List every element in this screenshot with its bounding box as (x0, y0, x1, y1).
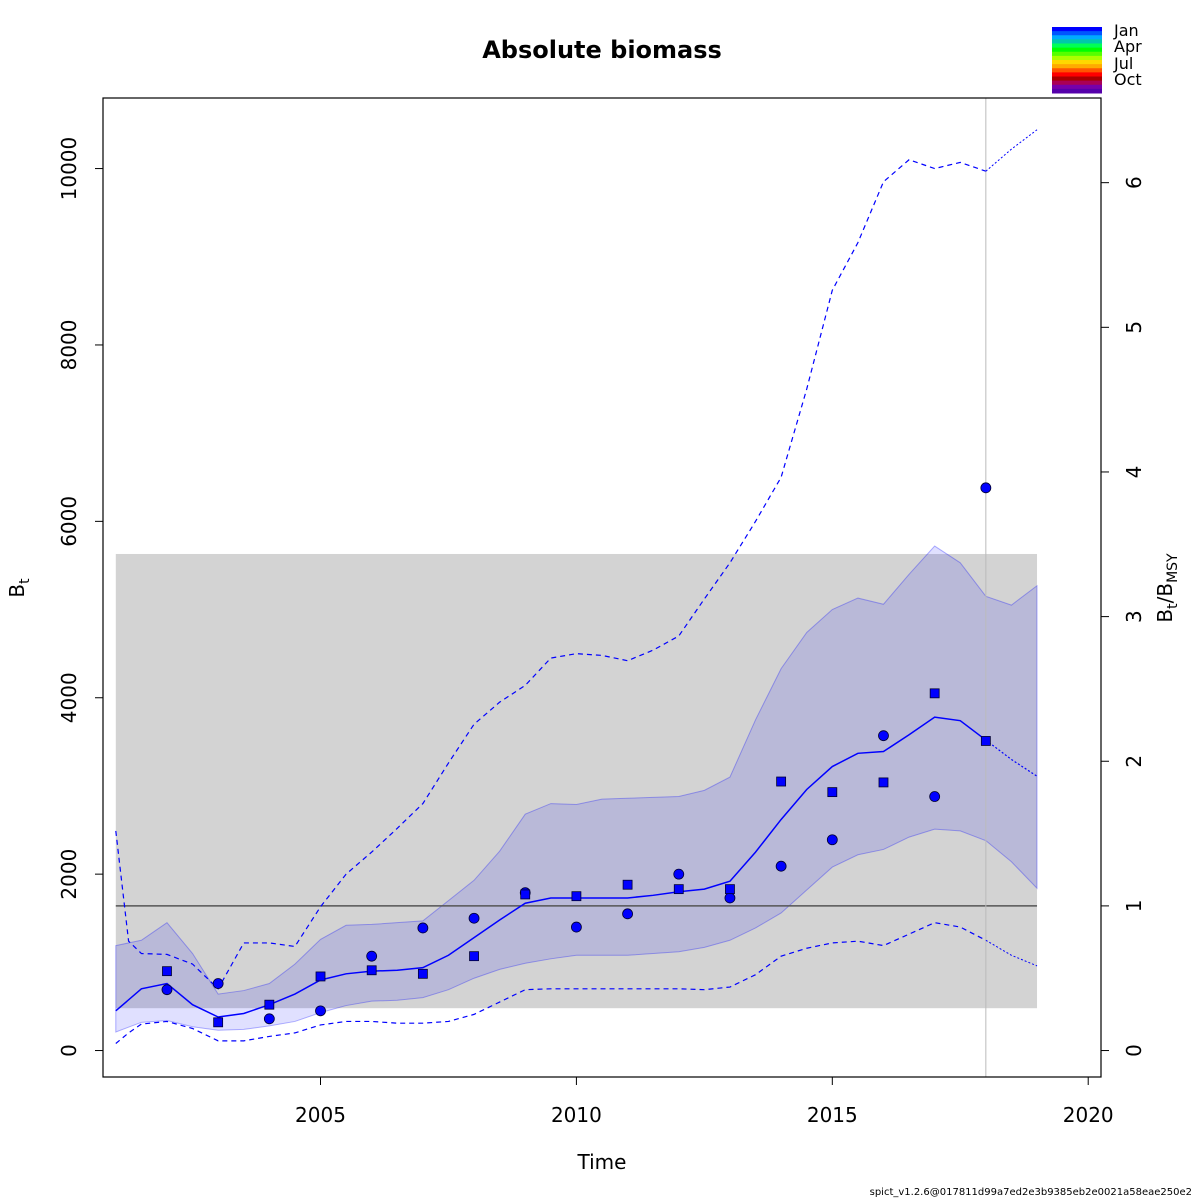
obs-index2-point (162, 966, 172, 977)
svg-text:Bt/BMSY: Bt/BMSY (1153, 553, 1181, 623)
obs-index1-point (161, 984, 173, 996)
obs-index1-point (622, 908, 633, 920)
obs-index2-point (980, 736, 991, 746)
obs-index2-point (315, 971, 326, 982)
legend-color-swatch (1052, 31, 1102, 36)
obs-index1-point (929, 791, 941, 802)
obs-index1-point (878, 730, 889, 742)
obs-index1-point (263, 1013, 275, 1025)
x-tick-label: 2020 (1063, 1103, 1114, 1127)
obs-index1-point (673, 868, 685, 880)
legend-color-swatch (1052, 43, 1102, 49)
y2-tick-label: 2 (1122, 755, 1146, 768)
legend-color-swatch (1052, 84, 1102, 90)
obs-index2-point (776, 776, 787, 787)
obs-index2-point (725, 884, 735, 895)
outer-ci-upper-line (115, 159, 987, 990)
y-tick-label: 8000 (57, 320, 81, 371)
y2-axis-title: Bt/BMSY (1153, 553, 1181, 623)
chart-title: Absolute biomass (482, 36, 722, 64)
biomass-ci-region (115, 545, 1038, 1033)
obs-index2-point (417, 968, 428, 979)
legend-label: Apr (1114, 37, 1142, 56)
axis-layer: 2005 2010 2015 2020 0 2000 4000 6000 8000 10000 0 1… (57, 97, 1146, 1127)
obs-index2-point (827, 787, 838, 798)
obs-index1-point (366, 950, 378, 962)
legend-label: Oct (1114, 70, 1142, 89)
y2-tick-label: 1 (1122, 900, 1146, 913)
y2-tick-label: 6 (1122, 176, 1146, 189)
y-axis-title: Bt (5, 578, 33, 598)
y-axis-title-main: B (5, 584, 29, 598)
y2-axis-title-b: B (1153, 609, 1177, 623)
obs-index2-point (571, 891, 582, 902)
legend-color-swatch (1052, 72, 1102, 77)
y-tick-label: 2000 (57, 849, 81, 900)
biomass-estimate-line (115, 716, 987, 1018)
legend-color-swatch (1052, 55, 1102, 61)
outer-ci-lower-forecast-line (985, 939, 1038, 967)
obs-index2-point (929, 688, 940, 699)
obs-index1-point (775, 860, 787, 872)
obs-index2-point (264, 999, 275, 1010)
y2-tick-label: 0 (1122, 1044, 1146, 1057)
obs-index1-point (724, 892, 736, 904)
legend-color-swatch (1052, 47, 1102, 53)
y2-tick-label: 4 (1122, 466, 1146, 479)
x-axis-title: Time (577, 1150, 627, 1174)
outer-ci-lower-line (115, 922, 987, 1044)
legend-label: Jan (1113, 21, 1139, 40)
plot-layer (115, 98, 1038, 1077)
y-tick-label: 6000 (57, 496, 81, 547)
obs-index2-point (520, 889, 531, 900)
y-tick-label: 10000 (57, 137, 81, 201)
x-tick-label: 2010 (551, 1103, 602, 1127)
legend-color-swatch (1052, 80, 1102, 86)
obs-index1-point (980, 482, 992, 494)
obs-index2-point (878, 777, 889, 788)
obs-index1-point (315, 1005, 326, 1017)
x-tick-label: 2005 (295, 1103, 346, 1127)
obs-index1-point (468, 912, 480, 924)
y2-tick-label: 5 (1122, 321, 1146, 334)
y2-tick-label: 3 (1122, 610, 1146, 623)
svg-text:Bt: Bt (5, 578, 33, 598)
y2-axis-title-t: t (1165, 603, 1181, 609)
outer-ci-upper-forecast-line (985, 129, 1038, 172)
legend-color-swatch (1052, 76, 1102, 82)
y2-axis-title-msy: MSY (1165, 553, 1181, 583)
legend-color-swatch (1052, 35, 1102, 40)
obs-index1-point (417, 922, 429, 934)
obs-index2-point (469, 951, 479, 962)
footer-note: spict_v1.2.6@017811d99a7ed2e3b9385eb2e00… (869, 1187, 1192, 1198)
y-axis-title-sub: t (17, 578, 33, 584)
obs-index2-point (366, 965, 377, 976)
y-tick-label: 4000 (57, 672, 81, 723)
obs-index2-point (622, 879, 633, 890)
obs-index2-point (213, 1017, 224, 1028)
obs-index2-point (673, 884, 684, 895)
legend-color-swatch (1052, 39, 1102, 44)
legend-label: Jul (1113, 54, 1133, 73)
biomass-forecast-line (985, 739, 1038, 777)
legend-color-swatch (1052, 64, 1102, 69)
obs-index1-point (212, 978, 224, 989)
y-tick-label: 0 (57, 1044, 81, 1057)
y2-axis-title-slash: /B (1153, 583, 1177, 603)
plot-frame (102, 97, 1102, 1078)
legend-color-swatch (1052, 60, 1102, 65)
legend-color-swatch (1052, 51, 1102, 57)
obs-index1-point (571, 921, 582, 933)
obs-index1-point (826, 834, 838, 846)
legend-color-swatch (1052, 68, 1102, 73)
x-tick-label: 2015 (807, 1103, 858, 1127)
legend-color-swatch (1052, 88, 1102, 94)
legend-color-swatch (1052, 27, 1102, 32)
